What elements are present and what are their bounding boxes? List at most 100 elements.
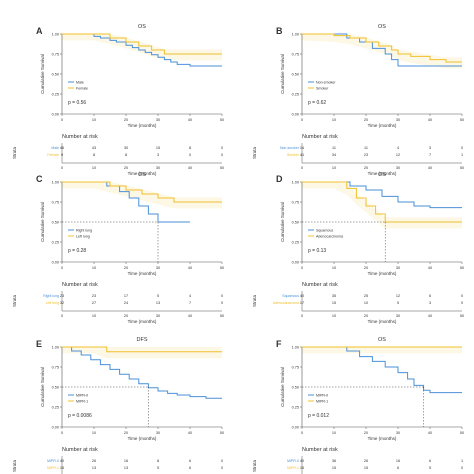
risk-count: 40	[60, 459, 64, 463]
risk-time-tick: 0	[61, 314, 63, 318]
km-curve-series-1	[302, 346, 462, 394]
risk-strata-label: Strata	[12, 147, 17, 160]
y-tick-label: 0.25	[292, 406, 299, 410]
x-tick-label: 10	[92, 431, 96, 435]
risk-count: 17	[124, 294, 128, 298]
risk-count: 11	[332, 146, 336, 150]
x-tick-label: 30	[396, 266, 400, 270]
risk-count: 0	[221, 153, 223, 157]
x-tick-label: 50	[460, 431, 464, 435]
x-tick-label: 0	[301, 266, 303, 270]
risk-count: 1	[461, 459, 463, 463]
confidence-band	[302, 347, 462, 354]
risk-time-tick: 30	[156, 314, 160, 318]
risk-count: 3	[157, 153, 159, 157]
risk-count: 9	[61, 153, 63, 157]
risk-table-title: Number at risk	[62, 134, 98, 140]
risk-time-tick: 10	[332, 166, 336, 170]
legend-entry: MIPR-0	[316, 394, 328, 398]
risk-row-label: Non-smoker	[280, 146, 300, 150]
x-tick-label: 40	[428, 118, 432, 122]
risk-table-title: Number at risk	[62, 282, 98, 288]
p-value: p = 0.012	[308, 413, 329, 419]
y-tick-label: 0.50	[292, 73, 299, 77]
y-tick-label: 1.00	[52, 181, 59, 185]
y-tick-label: 0.25	[52, 93, 59, 97]
y-tick-label: 0.75	[52, 366, 59, 370]
risk-time-tick: 40	[428, 314, 432, 318]
risk-time-tick: 50	[460, 314, 464, 318]
risk-count: 6	[429, 294, 431, 298]
risk-time-tick: 30	[396, 314, 400, 318]
risk-time-tick: 10	[92, 314, 96, 318]
risk-count: 8	[157, 459, 159, 463]
risk-count: 0	[221, 146, 223, 150]
risk-count: 0	[221, 466, 223, 470]
risk-time-tick: 20	[364, 166, 368, 170]
x-tick-label: 20	[124, 118, 128, 122]
x-tick-label: 0	[61, 118, 63, 122]
legend-entry: Left lung	[76, 235, 90, 239]
chart-title: OS	[378, 172, 386, 178]
risk-count: 8	[125, 153, 127, 157]
x-tick-label: 50	[220, 118, 224, 122]
risk-time-tick: 10	[332, 314, 336, 318]
p-value: p = 0.28	[68, 248, 86, 254]
x-axis-label: Time (months)	[368, 271, 397, 276]
risk-row-label: Right lung	[43, 294, 59, 298]
y-axis-label: Cumulative Survival	[40, 202, 45, 242]
risk-x-label: Time (months)	[128, 171, 157, 176]
risk-count: 46	[60, 146, 64, 150]
panel-label: A	[36, 26, 43, 36]
x-tick-label: 50	[220, 266, 224, 270]
risk-count: 3	[429, 301, 431, 305]
km-curve-series-1	[62, 33, 222, 67]
x-tick-label: 40	[188, 431, 192, 435]
x-tick-label: 30	[156, 266, 160, 270]
y-tick-label: 0.25	[52, 241, 59, 245]
y-tick-label: 1.00	[52, 346, 59, 350]
y-tick-label: 0.75	[292, 201, 299, 205]
risk-row-label: Left lung	[46, 301, 59, 305]
km-curve-series-2	[62, 346, 222, 353]
risk-time-tick: 30	[396, 166, 400, 170]
y-tick-label: 0.50	[52, 221, 59, 225]
risk-count: 0	[461, 466, 463, 470]
y-tick-label: 0.50	[52, 73, 59, 77]
risk-count: 0	[461, 146, 463, 150]
panel-label: B	[276, 26, 283, 36]
risk-time-tick: 0	[301, 166, 303, 170]
x-tick-label: 0	[61, 431, 63, 435]
km-curve-series-2	[62, 181, 222, 203]
confidence-band	[302, 34, 462, 69]
risk-table-title: Number at risk	[302, 447, 338, 453]
y-tick-label: 0.50	[292, 386, 299, 390]
y-tick-label: 1.00	[52, 33, 59, 37]
x-tick-label: 20	[124, 266, 128, 270]
risk-count: 0	[221, 301, 223, 305]
x-tick-label: 30	[396, 431, 400, 435]
risk-row-label: Smoker	[287, 153, 300, 157]
x-tick-label: 30	[156, 118, 160, 122]
risk-count: 10	[364, 301, 368, 305]
y-tick-label: 0.75	[52, 201, 59, 205]
risk-time-tick: 40	[188, 166, 192, 170]
km-curve-series-1	[62, 346, 222, 399]
confidence-band	[62, 182, 222, 209]
chart-title: OS	[378, 24, 386, 30]
risk-row-label: Female	[47, 153, 59, 157]
y-tick-label: 0.25	[52, 406, 59, 410]
risk-count: 15	[332, 301, 336, 305]
risk-count: 23	[92, 294, 96, 298]
chart-title: OS	[138, 24, 146, 30]
risk-count: 15	[300, 466, 304, 470]
y-tick-label: 0.50	[52, 386, 59, 390]
x-axis-label: Time (months)	[368, 123, 397, 128]
risk-count: 17	[300, 301, 304, 305]
x-tick-label: 0	[301, 118, 303, 122]
x-tick-label: 20	[364, 118, 368, 122]
risk-count: 27	[92, 301, 96, 305]
y-tick-label: 0.75	[292, 366, 299, 370]
